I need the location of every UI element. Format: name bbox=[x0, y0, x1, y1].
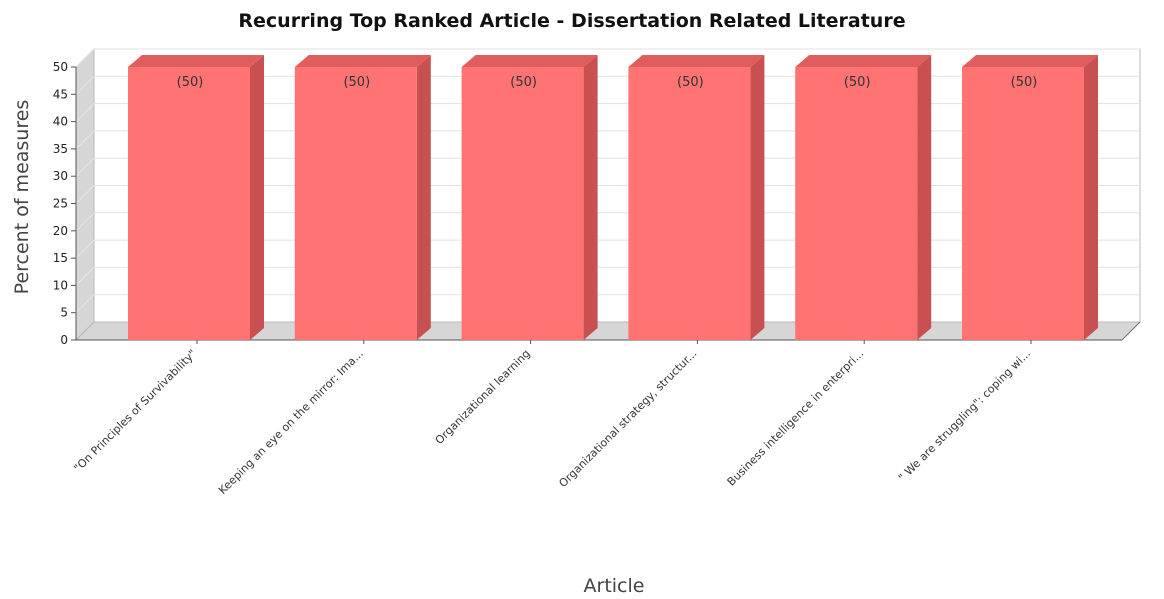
bar-side bbox=[250, 55, 264, 340]
bar-group bbox=[795, 55, 932, 340]
bar-side bbox=[583, 55, 598, 340]
gridline-side bbox=[75, 185, 95, 204]
bar bbox=[128, 67, 250, 340]
bar-side bbox=[917, 55, 932, 340]
y-tick-label: 5 bbox=[60, 306, 68, 320]
bar-top bbox=[294, 55, 431, 67]
bar-side bbox=[416, 55, 431, 340]
gridline-side bbox=[75, 48, 95, 68]
bar-top bbox=[795, 55, 932, 67]
y-tick-label: 0 bbox=[60, 333, 68, 347]
x-axis-end bbox=[1121, 321, 1141, 341]
data-label: (50) bbox=[677, 75, 704, 90]
y-tick-label: 25 bbox=[53, 197, 68, 211]
y-axis-title: Percent of measures bbox=[11, 100, 33, 295]
bar-group bbox=[461, 55, 598, 340]
y-tick-label: 35 bbox=[53, 142, 68, 156]
y-tick-label: 40 bbox=[53, 115, 68, 129]
x-tick-label: " We are struggling": coping wi... bbox=[896, 347, 1033, 484]
gridline-side bbox=[75, 212, 95, 232]
gridline-side bbox=[75, 157, 95, 177]
bar-top bbox=[628, 55, 765, 67]
data-label: (50) bbox=[510, 75, 537, 90]
bar bbox=[461, 67, 584, 340]
y-tick-label: 50 bbox=[53, 60, 68, 74]
bar bbox=[628, 67, 751, 340]
gridline-side bbox=[75, 267, 95, 286]
data-label: (50) bbox=[844, 75, 871, 90]
y-tick-label: 30 bbox=[53, 169, 68, 183]
data-label: (50) bbox=[177, 75, 204, 90]
gridline-side bbox=[75, 75, 95, 95]
y-tick-label: 15 bbox=[53, 251, 68, 265]
gridline-side bbox=[75, 103, 95, 122]
x-tick-label: Business intelligence in enterpri... bbox=[725, 347, 867, 489]
bar-group bbox=[628, 55, 765, 340]
gridline-side bbox=[75, 130, 95, 150]
chart-title: Recurring Top Ranked Article - Dissertat… bbox=[238, 10, 905, 32]
x-tick-label: "On Principles of Survivability" bbox=[71, 347, 199, 475]
bar-top bbox=[962, 55, 1098, 67]
bar-side bbox=[1084, 55, 1098, 340]
bar-top bbox=[128, 55, 264, 67]
bar-group bbox=[294, 55, 431, 340]
bar bbox=[962, 67, 1084, 340]
gridline-side bbox=[75, 294, 95, 314]
y-tick-label: 10 bbox=[53, 278, 68, 292]
y-tick-label: 20 bbox=[53, 224, 68, 238]
bar-top bbox=[461, 55, 598, 67]
x-tick-label: Organizational strategy, structur... bbox=[556, 347, 699, 490]
y-tick-label: 45 bbox=[53, 87, 68, 101]
x-tick-label: Organizational learning bbox=[433, 347, 533, 447]
bar bbox=[795, 67, 918, 340]
bar-side bbox=[750, 55, 765, 340]
gridline-side bbox=[75, 239, 95, 259]
bar-group bbox=[962, 55, 1098, 340]
data-label: (50) bbox=[1011, 75, 1038, 90]
x-tick-label: Keeping an eye on the mirror: Ima... bbox=[216, 347, 366, 497]
x-axis-title: Article bbox=[584, 575, 645, 597]
data-label: (50) bbox=[343, 75, 370, 90]
bar bbox=[294, 67, 417, 340]
bar-group bbox=[128, 55, 264, 340]
plot-area: 0 5 10 15 20 25 30 35 40 45 50 (50) "On Principles o… bbox=[53, 47, 1142, 497]
